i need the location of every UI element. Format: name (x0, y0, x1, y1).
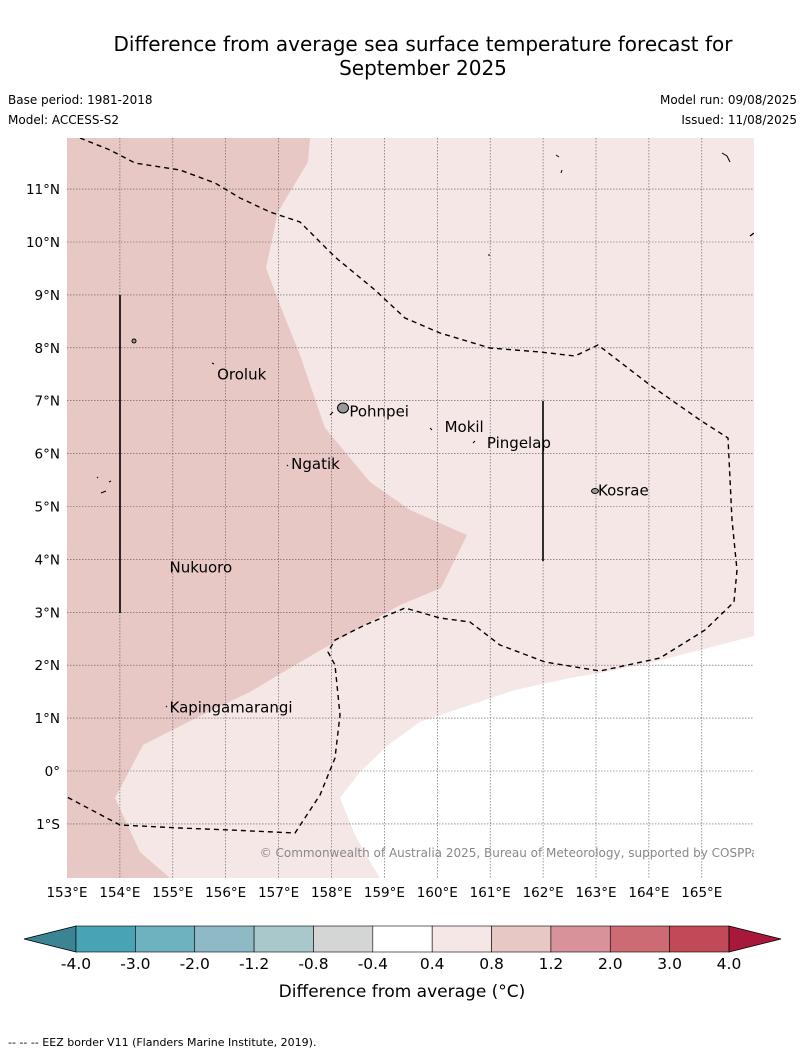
longitude-tick-label: 153°E (46, 885, 87, 901)
place-label: Kosrae (598, 482, 649, 500)
latitude-tick-label: 0° (45, 764, 60, 780)
anomaly-region-0.8-1.2 (67, 138, 467, 878)
model-run: Model run: 09/08/2025 (659, 93, 797, 107)
islands (96, 152, 731, 708)
colorbar-swatch (550, 925, 611, 953)
longitude-labels: 153°E 154°E 155°E 156°E 157°E 158°E 159°E 160°E… (46, 885, 722, 901)
colorbar-tick-label: 4.0 (717, 955, 742, 973)
latitude-labels: 11°N 10°N 9°N 8°N 7°N 6°N 5°N 4°N 3°N 2°N 1°N 0° 1°S (26, 182, 60, 833)
latitude-tick-label: 4°N (35, 552, 60, 568)
longitude-tick-label: 155°E (152, 885, 193, 901)
chart-title: Difference from average sea surface temp… (0, 32, 804, 80)
colorbar-tick-labels: -4.0 -3.0 -2.0 -1.2 -0.8 -0.4 0.4 0.8 1.2 2.0 3.0 4… (61, 955, 741, 973)
kosrae-island (591, 488, 599, 494)
latitude-tick-label: 1°N (35, 711, 60, 727)
colorbar-swatch (194, 925, 255, 953)
colorbar-tick-label: -0.8 (298, 955, 328, 973)
colorbar-tick-label: -2.0 (180, 955, 210, 973)
longitude-tick-label: 161°E (470, 885, 511, 901)
colorbar-tick-label: 2.0 (598, 955, 623, 973)
title-line-1: Difference from average sea surface temp… (113, 32, 733, 56)
eez-border-fsm-north (67, 138, 738, 834)
place-label: Kapingamarangi (170, 699, 293, 717)
colorbar-tick-label: 0.8 (479, 955, 504, 973)
colorbar-swatch (135, 925, 196, 953)
eez-borders (67, 138, 754, 834)
colorbar-swatch (669, 925, 730, 953)
place-label: Pohnpei (349, 402, 409, 420)
longitude-tick-label: 154°E (99, 885, 140, 901)
longitude-tick-label: 164°E (628, 885, 669, 901)
colorbar (23, 925, 782, 953)
colorbar-tick-label: -1.2 (239, 955, 269, 973)
base-period: Base period: 1981-2018 (8, 93, 153, 107)
latitude-tick-label: 3°N (35, 605, 60, 621)
colorbar-swatch (253, 925, 314, 953)
gridlines (67, 138, 754, 878)
colorbar-swatch (491, 925, 552, 953)
place-label: Nukuoro (170, 558, 233, 576)
colorbar-tick-label: -3.0 (120, 955, 150, 973)
colorbar-swatch (372, 925, 433, 953)
colorbar-tick-label: -4.0 (61, 955, 91, 973)
longitude-tick-label: 159°E (364, 885, 405, 901)
colorbar-tick-label: 0.4 (420, 955, 445, 973)
longitude-tick-label: 163°E (575, 885, 616, 901)
colorbar-swatch (75, 925, 136, 953)
longitude-tick-label: 156°E (205, 885, 246, 901)
islet (131, 338, 137, 344)
place-label: Pingelap (487, 434, 551, 452)
latitude-tick-label: 11°N (26, 182, 60, 198)
colorbar-under-arrow (23, 925, 77, 953)
atoll-markers (96, 254, 490, 708)
title-line-2: September 2025 (339, 56, 507, 80)
colorbar-tick-label: -0.4 (358, 955, 388, 973)
longitude-tick-label: 157°E (258, 885, 299, 901)
issued-date: Issued: 11/08/2025 (681, 113, 797, 127)
colorbar-swatch (431, 925, 492, 953)
colorbar-over-arrow (728, 925, 782, 953)
eez-legend-note: -- -- -- EEZ border V11 (Flanders Marine… (8, 1036, 317, 1049)
eez-border-kiribati (749, 232, 754, 237)
colorbar-tick-label: 1.2 (539, 955, 564, 973)
latitude-tick-label: 2°N (35, 658, 60, 674)
colorbar-swatch (313, 925, 374, 953)
place-label: Oroluk (217, 365, 266, 383)
longitude-tick-label: 158°E (311, 885, 352, 901)
latitude-tick-label: 9°N (35, 288, 60, 304)
colorbar-swatch (609, 925, 670, 953)
longitude-tick-label: 160°E (417, 885, 458, 901)
place-label: Mokil (445, 418, 484, 436)
longitude-tick-label: 162°E (523, 885, 564, 901)
latitude-tick-label: 6°N (35, 447, 60, 463)
latitude-tick-label: 10°N (26, 235, 60, 251)
copyright-notice: © Commonwealth of Australia 2025, Bureau… (260, 846, 765, 860)
model-name: Model: ACCESS-S2 (8, 113, 120, 127)
latitude-tick-label: 1°S (36, 817, 60, 833)
latitude-tick-label: 8°N (35, 341, 60, 357)
neutral-region (340, 636, 754, 878)
longitude-tick-label: 165°E (681, 885, 722, 901)
place-label: Ngatik (291, 455, 340, 473)
latitude-tick-label: 5°N (35, 500, 60, 516)
islets-north (555, 152, 731, 174)
colorbar-label: Difference from average (°C) (279, 982, 526, 1002)
latitude-tick-label: 7°N (35, 394, 60, 410)
colorbar-tick-label: 3.0 (657, 955, 682, 973)
pohnpei-island (337, 402, 349, 414)
